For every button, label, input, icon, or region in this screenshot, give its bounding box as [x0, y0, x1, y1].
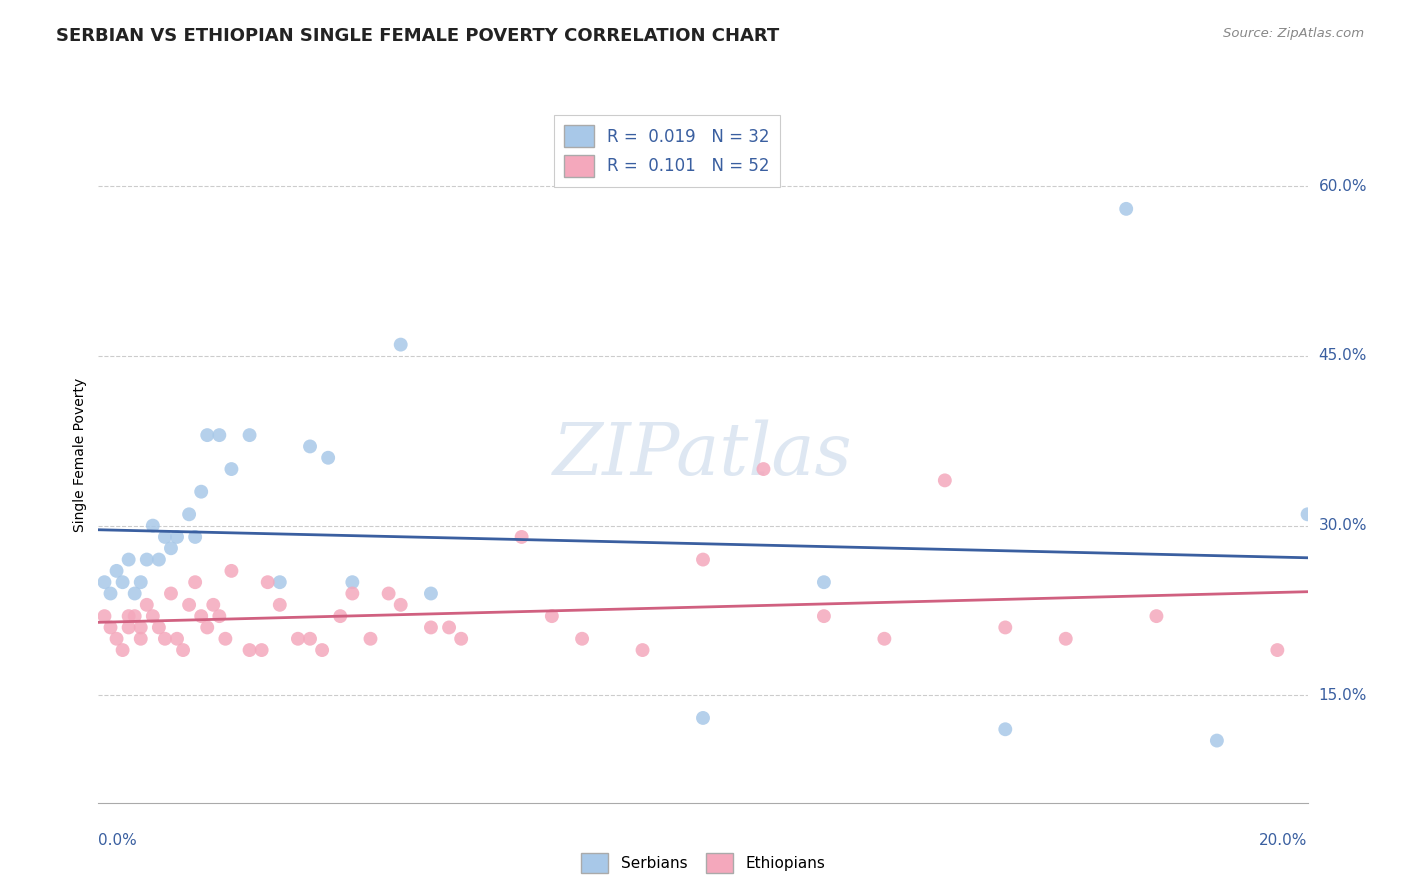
Point [160, 541, 183, 556]
Point [100, 586, 122, 600]
Text: 15.0%: 15.0% [1319, 688, 1367, 703]
Point [166, 530, 188, 544]
Point [195, 428, 218, 442]
Point [692, 552, 714, 566]
Point [239, 643, 262, 657]
Point [184, 530, 207, 544]
Point [105, 632, 128, 646]
Point [631, 643, 654, 657]
Point [342, 575, 364, 590]
Point [142, 518, 165, 533]
Point [118, 609, 141, 624]
Point [934, 474, 956, 488]
Point [389, 337, 412, 351]
Point [142, 609, 165, 624]
Text: SERBIAN VS ETHIOPIAN SINGLE FEMALE POVERTY CORRELATION CHART: SERBIAN VS ETHIOPIAN SINGLE FEMALE POVER… [56, 27, 779, 45]
Point [250, 643, 273, 657]
Point [105, 564, 128, 578]
Point [190, 484, 212, 499]
Point [1206, 733, 1229, 747]
Point [311, 643, 333, 657]
Point [118, 620, 141, 634]
Point [118, 552, 141, 566]
Point [571, 632, 593, 646]
Point [389, 598, 412, 612]
Point [256, 575, 278, 590]
Point [419, 586, 441, 600]
Point [172, 643, 194, 657]
Point [221, 564, 243, 578]
Point [124, 586, 146, 600]
Point [299, 632, 322, 646]
Point [208, 609, 231, 624]
Point [93, 609, 115, 624]
Point [239, 428, 262, 442]
Point [287, 632, 309, 646]
Point [135, 598, 157, 612]
Point [813, 609, 835, 624]
Y-axis label: Single Female Poverty: Single Female Poverty [73, 378, 87, 532]
Point [100, 620, 122, 634]
Point [813, 575, 835, 590]
Point [360, 632, 382, 646]
Point [153, 632, 176, 646]
Point [177, 598, 201, 612]
Point [1115, 202, 1137, 216]
Point [221, 462, 243, 476]
Point [184, 575, 207, 590]
Point [377, 586, 399, 600]
Point [124, 609, 146, 624]
Text: 60.0%: 60.0% [1319, 178, 1367, 194]
Point [269, 598, 291, 612]
Point [316, 450, 339, 465]
Point [93, 575, 115, 590]
Point [177, 508, 201, 522]
Point [450, 632, 472, 646]
Text: Source: ZipAtlas.com: Source: ZipAtlas.com [1223, 27, 1364, 40]
Legend: Serbians, Ethiopians: Serbians, Ethiopians [575, 847, 831, 879]
Point [202, 598, 225, 612]
Text: 45.0%: 45.0% [1319, 349, 1367, 363]
Point [329, 609, 352, 624]
Point [1265, 643, 1288, 657]
Point [1054, 632, 1077, 646]
Point [510, 530, 533, 544]
Point [540, 609, 562, 624]
Point [190, 609, 212, 624]
Point [166, 632, 188, 646]
Point [129, 620, 152, 634]
Point [148, 620, 170, 634]
Point [148, 552, 170, 566]
Point [994, 723, 1017, 737]
Point [208, 428, 231, 442]
Point [692, 711, 714, 725]
Point [269, 575, 291, 590]
Text: 0.0%: 0.0% [98, 833, 138, 848]
Point [342, 586, 364, 600]
Point [111, 575, 134, 590]
Point [419, 620, 441, 634]
Point [214, 632, 236, 646]
Point [299, 439, 322, 453]
Point [994, 620, 1017, 634]
Text: ZIPatlas: ZIPatlas [553, 419, 853, 491]
Point [1144, 609, 1167, 624]
Point [195, 620, 218, 634]
Point [111, 643, 134, 657]
Point [129, 575, 152, 590]
Point [153, 530, 176, 544]
Text: 30.0%: 30.0% [1319, 518, 1367, 533]
Point [752, 462, 775, 476]
Text: 20.0%: 20.0% [1260, 833, 1308, 848]
Point [1296, 508, 1319, 522]
Point [135, 552, 157, 566]
Point [437, 620, 460, 634]
Point [160, 586, 183, 600]
Point [129, 632, 152, 646]
Point [873, 632, 896, 646]
